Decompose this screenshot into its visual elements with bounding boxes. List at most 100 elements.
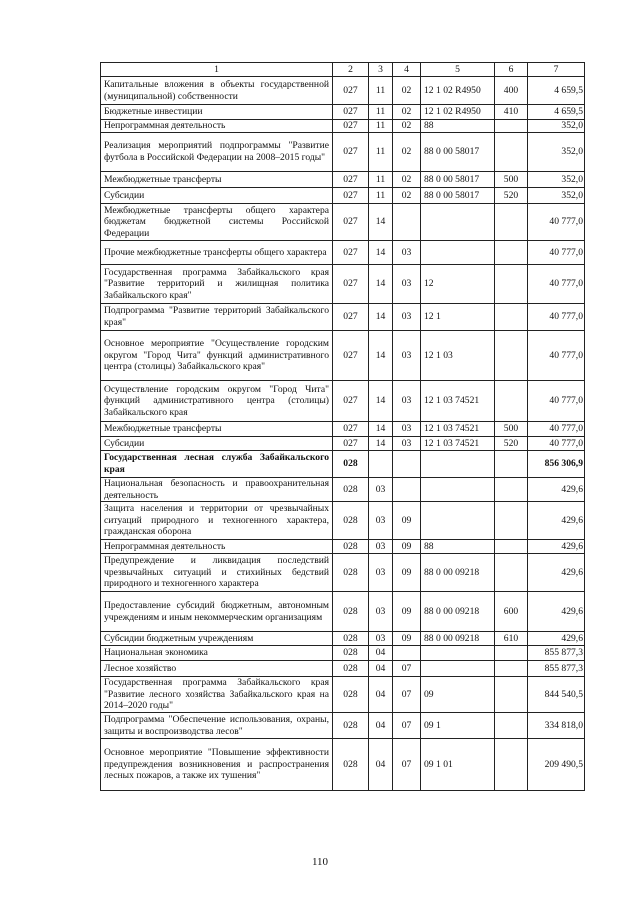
- cell-c3: 11: [368, 171, 393, 188]
- cell-c4: 07: [392, 712, 421, 740]
- cell-c6: [494, 676, 528, 714]
- table-row: Межбюджетные трансферты общего характера…: [100, 203, 585, 241]
- cell-c5: 12: [420, 264, 495, 304]
- cell-name: Лесное хозяйство: [100, 660, 333, 678]
- cell-c7: 40 777,0: [527, 380, 585, 422]
- cell-c5: [420, 501, 495, 541]
- cell-c3: 04: [368, 712, 393, 740]
- cell-c3: 04: [368, 676, 393, 714]
- cell-name: Реализация мероприятий подпрограммы "Раз…: [100, 132, 333, 172]
- cell-c2: 028: [332, 738, 369, 792]
- cell-c4: 07: [392, 660, 421, 678]
- table-row: Непрограммная деятельность 027 11 02 88 352,0: [100, 119, 585, 133]
- cell-c5: [420, 450, 495, 478]
- cell-c2: 028: [332, 476, 369, 503]
- cell-c3: 14: [368, 330, 393, 381]
- header-cell: 7: [527, 62, 585, 77]
- cell-c7: 429,6: [527, 476, 585, 503]
- table-row: Межбюджетные трансферты 027 11 02 88 0 00 58…: [100, 171, 585, 188]
- cell-c5: [420, 476, 495, 503]
- cell-c7: 429,6: [527, 631, 585, 647]
- cell-c4: 03: [392, 380, 421, 422]
- cell-c4: 09: [392, 591, 421, 633]
- header-cell: 5: [420, 62, 495, 77]
- table-row: Основное мероприятие "Повышение эффектив…: [100, 738, 585, 792]
- cell-c4: 03: [392, 421, 421, 437]
- cell-c2: 027: [332, 421, 369, 437]
- cell-name: Непрограммная деятельность: [100, 119, 333, 133]
- cell-c7: 429,6: [527, 553, 585, 593]
- table-row: Государственная лесная служба Забайкальс…: [100, 450, 585, 478]
- cell-c2: 027: [332, 119, 369, 133]
- cell-c6: [494, 539, 528, 555]
- cell-c3: 03: [368, 476, 393, 503]
- table-row: Реализация мероприятий подпрограммы "Раз…: [100, 132, 585, 172]
- cell-c6: [494, 450, 528, 478]
- cell-name: Основное мероприятие "Повышение эффектив…: [100, 738, 333, 792]
- cell-c5: 88 0 00 09218: [420, 631, 495, 647]
- cell-c3: 03: [368, 631, 393, 647]
- cell-name: Национальная безопасность и правоохранит…: [100, 476, 333, 503]
- cell-c5: 88 0 00 09218: [420, 591, 495, 633]
- cell-c7: 40 777,0: [527, 203, 585, 241]
- cell-c4: 02: [392, 171, 421, 188]
- table-row: Подпрограмма "Развитие территорий Забайк…: [100, 303, 585, 331]
- cell-c7: 334 818,0: [527, 712, 585, 740]
- cell-c4: 09: [392, 553, 421, 593]
- cell-name: Бюджетные инвестиции: [100, 104, 333, 120]
- cell-c2: 027: [332, 104, 369, 120]
- cell-c5: 88: [420, 119, 495, 133]
- cell-c3: [368, 450, 393, 478]
- cell-name: Капитальные вложения в объекты государст…: [100, 76, 333, 105]
- cell-c2: 027: [332, 436, 369, 451]
- cell-c7: 40 777,0: [527, 264, 585, 304]
- table-row: Предупреждение и ликвидация последствий …: [100, 553, 585, 593]
- cell-c2: 028: [332, 553, 369, 593]
- cell-c5: 88 0 00 58017: [420, 132, 495, 172]
- cell-c6: [494, 501, 528, 541]
- header-cell: 6: [494, 62, 528, 77]
- cell-c3: 03: [368, 501, 393, 541]
- cell-c3: 14: [368, 303, 393, 331]
- cell-c3: 14: [368, 264, 393, 304]
- cell-c7: 40 777,0: [527, 303, 585, 331]
- cell-c2: 027: [332, 380, 369, 422]
- cell-c4: 03: [392, 240, 421, 265]
- cell-c3: 11: [368, 76, 393, 105]
- table-row: Предоставление субсидий бюджетным, автон…: [100, 591, 585, 633]
- cell-c3: 14: [368, 203, 393, 241]
- cell-name: Непрограммная деятельность: [100, 539, 333, 555]
- cell-c3: 11: [368, 104, 393, 120]
- cell-name: Межбюджетные трансферты: [100, 421, 333, 437]
- cell-c5: 12 1 02 R4950: [420, 76, 495, 105]
- cell-c4: 09: [392, 631, 421, 647]
- cell-c7: 352,0: [527, 171, 585, 188]
- table-row: Прочие межбюджетные трансферты общего ха…: [100, 240, 585, 265]
- header-cell: 1: [100, 62, 333, 77]
- cell-c2: 028: [332, 645, 369, 662]
- cell-c6: 600: [494, 591, 528, 633]
- cell-c6: [494, 645, 528, 662]
- cell-name: Основное мероприятие "Осуществление горо…: [100, 330, 333, 381]
- cell-c4: 02: [392, 187, 421, 204]
- cell-c6: [494, 119, 528, 133]
- table-row: Национальная безопасность и правоохранит…: [100, 476, 585, 503]
- cell-c6: [494, 660, 528, 678]
- cell-c2: 028: [332, 539, 369, 555]
- cell-c7: 429,6: [527, 539, 585, 555]
- cell-c3: 11: [368, 187, 393, 204]
- cell-c3: 04: [368, 738, 393, 792]
- table-row: Государственная программа Забайкальского…: [100, 264, 585, 304]
- cell-c5: 12 1: [420, 303, 495, 331]
- cell-c7: 40 777,0: [527, 436, 585, 451]
- cell-c6: 610: [494, 631, 528, 647]
- cell-name: Субсидии бюджетным учреждениям: [100, 631, 333, 647]
- cell-c4: 07: [392, 676, 421, 714]
- cell-c7: 856 306,9: [527, 450, 585, 478]
- header-cell: 2: [332, 62, 369, 77]
- cell-name: Государственная программа Забайкальского…: [100, 676, 333, 714]
- cell-c6: [494, 330, 528, 381]
- cell-c6: 410: [494, 104, 528, 120]
- cell-c4: [392, 450, 421, 478]
- cell-c2: 028: [332, 631, 369, 647]
